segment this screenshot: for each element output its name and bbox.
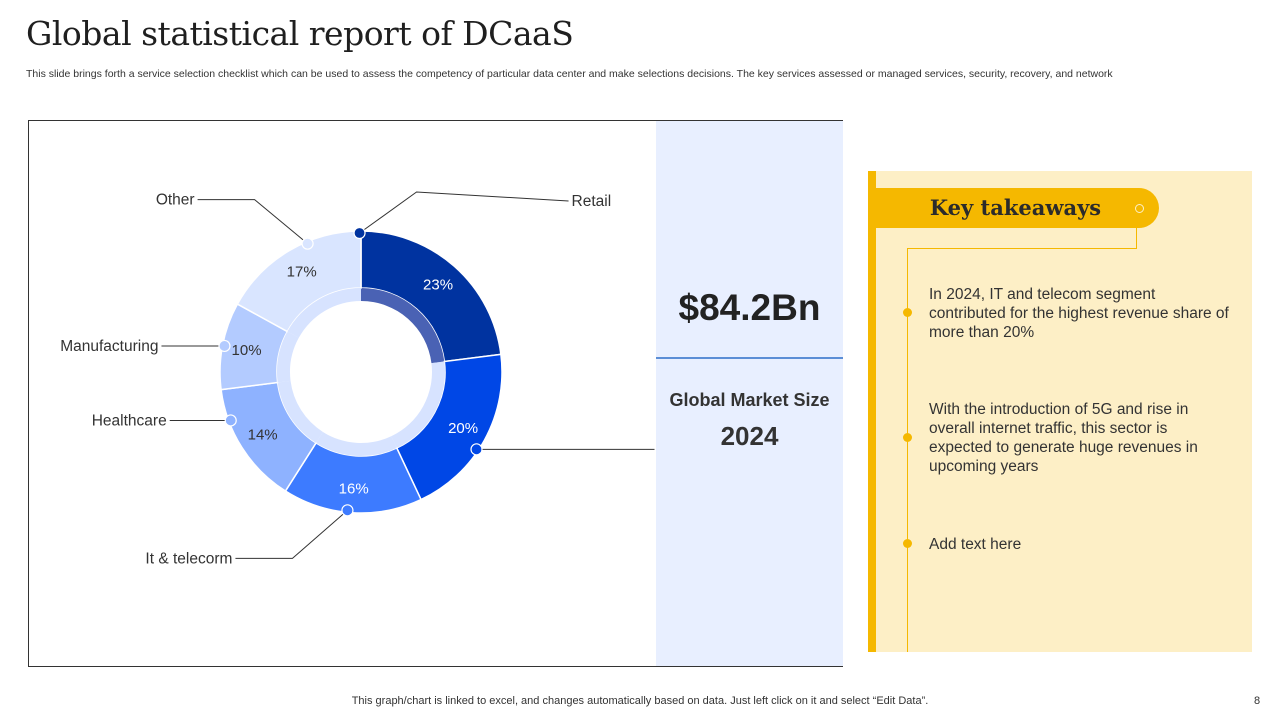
footer-note: This graph/chart is linked to excel, and… (351, 695, 929, 707)
leader-dot-icon (470, 443, 483, 456)
takeaways-accent-bar (868, 171, 876, 652)
leader-dot-icon (218, 339, 231, 353)
takeaways-connector (1136, 228, 1137, 248)
leader-line (359, 191, 569, 234)
donut-inner-band (315, 431, 397, 456)
category-label: Healthcare (92, 412, 167, 429)
takeaway-item: Add text here (929, 536, 1022, 553)
data-label: 16% (339, 480, 369, 497)
key-takeaways-panel: Key takeaways In 2024, IT and telecom se… (868, 171, 1252, 652)
category-label: It & telecorm (145, 550, 232, 567)
category-label: Retail (572, 193, 612, 210)
bullet-dot-icon (903, 539, 912, 548)
takeaways-connector (907, 248, 1137, 249)
leader-line (197, 199, 308, 245)
leader-dot-icon (341, 504, 354, 517)
market-year: 2024 (720, 421, 779, 451)
category-label: Other (156, 192, 195, 209)
donut-inner-band (391, 361, 445, 449)
page-subtitle: This slide brings forth a service select… (26, 68, 1113, 80)
data-label: 20% (448, 420, 478, 437)
takeaway-item: In 2024, IT and telecom segment contribu… (929, 286, 1229, 341)
leader-dot-icon (353, 226, 366, 240)
takeaways-header: Key takeaways (872, 188, 1159, 228)
pill-dot-icon (1135, 204, 1144, 213)
data-label: 10% (232, 342, 262, 359)
donut-inner-band (277, 380, 323, 443)
market-size-panel: $84.2Bn Global Market Size 2024 (656, 121, 843, 666)
category-label: Manufacturing (60, 338, 158, 355)
data-label: 17% (287, 264, 317, 281)
takeaway-item: With the introduction of 5G and rise in … (929, 401, 1198, 475)
donut-inner-band (287, 288, 361, 338)
bullet-dot-icon (903, 433, 912, 442)
market-value: $84.2Bn (678, 287, 821, 328)
donut-inner-band (361, 288, 445, 364)
donut-inner-band (277, 331, 299, 383)
takeaways-timeline (907, 248, 908, 652)
bullet-dot-icon (903, 308, 912, 317)
leader-dot-icon (224, 414, 237, 427)
leader-line (235, 509, 348, 559)
donut-chart: 23%20%16%14%10%17%RetailBFSIIt & telecor… (60, 191, 655, 567)
takeaways-title: Key takeaways (929, 195, 1102, 220)
market-divider (656, 357, 843, 359)
page-number: 8 (1254, 695, 1261, 707)
data-label: 23% (423, 277, 453, 294)
leader-dot-icon (301, 237, 314, 250)
chart-container: 23%20%16%14%10%17%RetailBFSIIt & telecor… (28, 120, 843, 667)
data-label: 14% (248, 426, 278, 443)
market-label: Global Market Size (669, 390, 830, 410)
page-title: Global statistical report of DCaaS (26, 14, 574, 53)
